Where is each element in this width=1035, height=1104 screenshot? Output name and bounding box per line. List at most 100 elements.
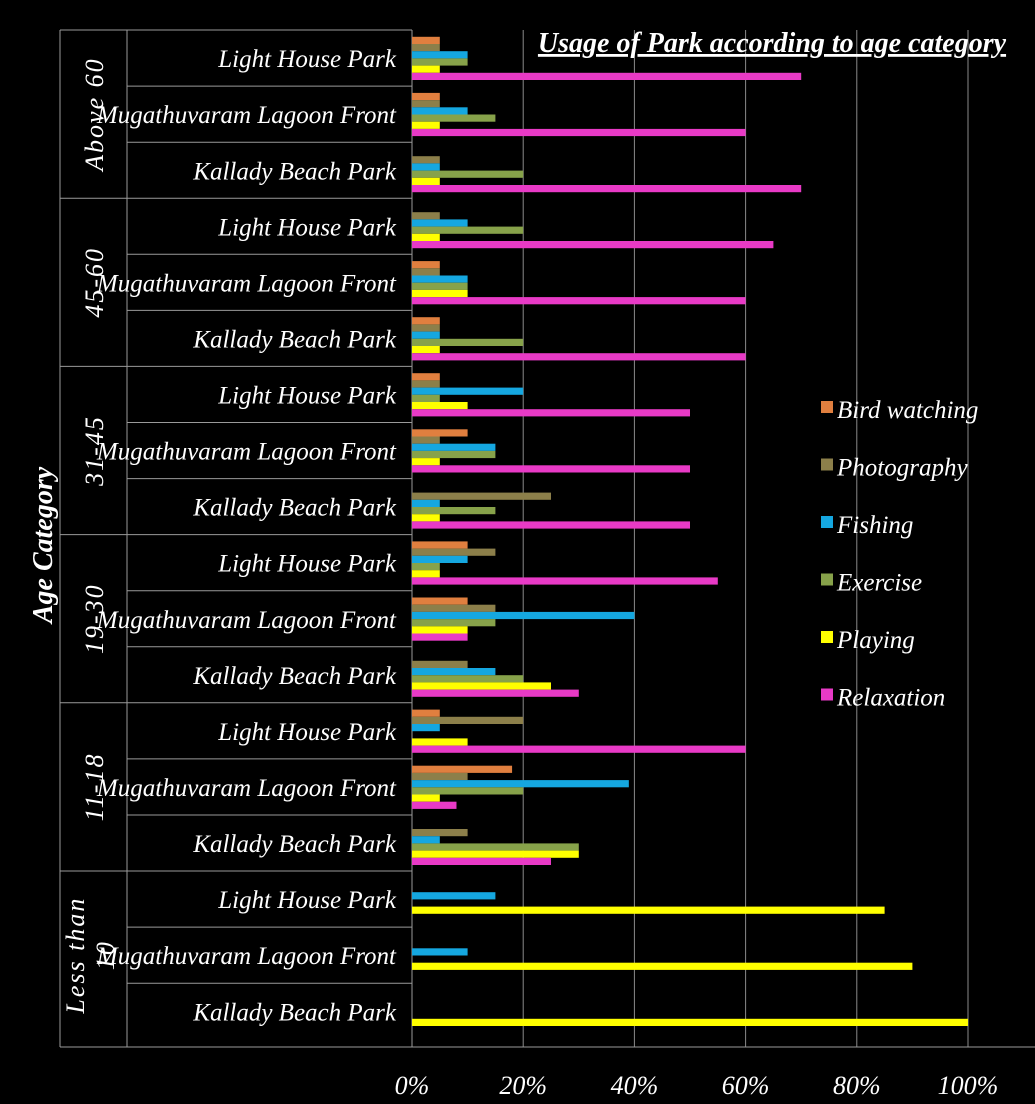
group-label: 31-45 <box>80 415 109 487</box>
bar-photography <box>412 436 440 444</box>
bar-fishing <box>412 724 440 732</box>
legend: Bird watching Photography Fishing Exercise P… <box>821 397 978 712</box>
bar-fishing <box>412 107 468 115</box>
bar-relaxation <box>412 633 468 641</box>
bar-playing <box>412 794 440 802</box>
bar-exercise <box>412 282 468 290</box>
group-label: 45-60 <box>80 247 109 318</box>
group-label: 11-18 <box>80 753 109 822</box>
park-label: Light House Park <box>217 46 397 73</box>
bar-photography <box>412 100 440 108</box>
bar-bird-watching <box>412 373 440 381</box>
bar-playing <box>412 1018 968 1026</box>
bar-playing <box>412 850 579 858</box>
x-tick-label: 40% <box>611 1071 659 1100</box>
bar-fishing <box>412 780 629 788</box>
bar-bird-watching <box>412 765 513 773</box>
bar-playing <box>412 962 913 970</box>
bar-bird-watching <box>412 36 440 44</box>
bar-relaxation <box>412 353 746 361</box>
bar-exercise <box>412 394 440 402</box>
bar-exercise <box>412 226 524 234</box>
legend-swatch <box>821 458 833 471</box>
bar-exercise <box>412 843 579 851</box>
x-tick-label: 60% <box>722 1071 770 1100</box>
bar-relaxation <box>412 185 802 193</box>
park-label: Light House Park <box>217 551 397 578</box>
bar-photography <box>412 829 468 837</box>
bar-relaxation <box>412 745 746 753</box>
legend-swatch <box>821 688 833 701</box>
bar-fishing <box>412 331 440 339</box>
bar-exercise <box>412 675 524 683</box>
legend-swatch <box>821 631 833 643</box>
bar-relaxation <box>412 128 746 137</box>
park-label: Mugathuvaram Lagoon Front <box>96 943 397 970</box>
x-tick-label: 0% <box>395 1071 430 1100</box>
bar-exercise <box>412 563 440 571</box>
bar-playing <box>412 458 440 466</box>
park-label: Mugathuvaram Lagoon Front <box>96 439 397 466</box>
bar-exercise <box>412 58 468 66</box>
park-label: Mugathuvaram Lagoon Front <box>96 270 397 297</box>
bar-playing <box>412 346 440 354</box>
bar-playing <box>412 65 440 73</box>
bar-relaxation <box>412 409 690 417</box>
group-label: 19-30 <box>80 583 109 654</box>
group-label: Less than10 <box>61 897 120 1015</box>
bar-relaxation <box>412 577 718 585</box>
group-label: Above 60 <box>80 57 109 172</box>
bar-relaxation <box>412 857 551 865</box>
park-label: Light House Park <box>217 382 397 409</box>
bar-relaxation <box>412 241 774 249</box>
category-axis: Above 60 Light House Park Mugathuvaram Lag… <box>59 29 1035 1048</box>
legend-label: Playing <box>836 627 915 654</box>
bar-relaxation <box>412 297 746 305</box>
legend-swatch <box>821 573 833 586</box>
bar-bird-watching <box>412 709 440 717</box>
bar-photography <box>412 604 496 612</box>
park-label: Mugathuvaram Lagoon Front <box>96 102 397 129</box>
x-tick-label: 80% <box>833 1071 881 1100</box>
park-label: Kallady Beach Park <box>192 999 397 1026</box>
bar-photography <box>412 716 524 724</box>
bar-relaxation <box>412 689 579 697</box>
park-label: Light House Park <box>217 887 397 914</box>
bar-playing <box>412 289 468 298</box>
bar-photography <box>412 44 440 52</box>
bar-photography <box>412 324 440 332</box>
bar-fishing <box>412 555 468 563</box>
bar-bird-watching <box>412 429 468 437</box>
x-tick-label: 100% <box>938 1071 999 1100</box>
bar-photography <box>412 548 496 556</box>
park-label: Kallady Beach Park <box>192 158 397 185</box>
legend-swatch <box>821 401 833 413</box>
bar-photography <box>412 660 468 668</box>
bar-fishing <box>412 443 496 451</box>
bar-fishing <box>412 499 440 507</box>
bar-fishing <box>412 668 496 676</box>
bar-bird-watching <box>412 261 440 269</box>
y-axis-title: Age Category <box>28 466 59 625</box>
legend-swatch <box>821 516 833 528</box>
bar-exercise <box>412 338 524 346</box>
park-label: Kallady Beach Park <box>192 326 397 353</box>
bar-exercise <box>412 507 496 515</box>
bar-exercise <box>412 450 496 459</box>
park-label: Light House Park <box>217 719 397 746</box>
park-label: Light House Park <box>217 214 397 241</box>
bar-playing <box>412 906 885 914</box>
bar-exercise <box>412 170 524 178</box>
bar-fishing <box>412 219 468 227</box>
bar-playing <box>412 514 440 522</box>
bar-fishing <box>412 387 524 395</box>
bar-photography <box>412 212 440 220</box>
bar-photography <box>412 268 440 276</box>
bar-bird-watching <box>412 597 468 605</box>
bar-fishing <box>412 948 468 956</box>
legend-label: Photography <box>836 455 968 482</box>
legend-label: Fishing <box>836 512 913 539</box>
bar-photography <box>412 772 468 781</box>
bar-playing <box>412 402 468 410</box>
